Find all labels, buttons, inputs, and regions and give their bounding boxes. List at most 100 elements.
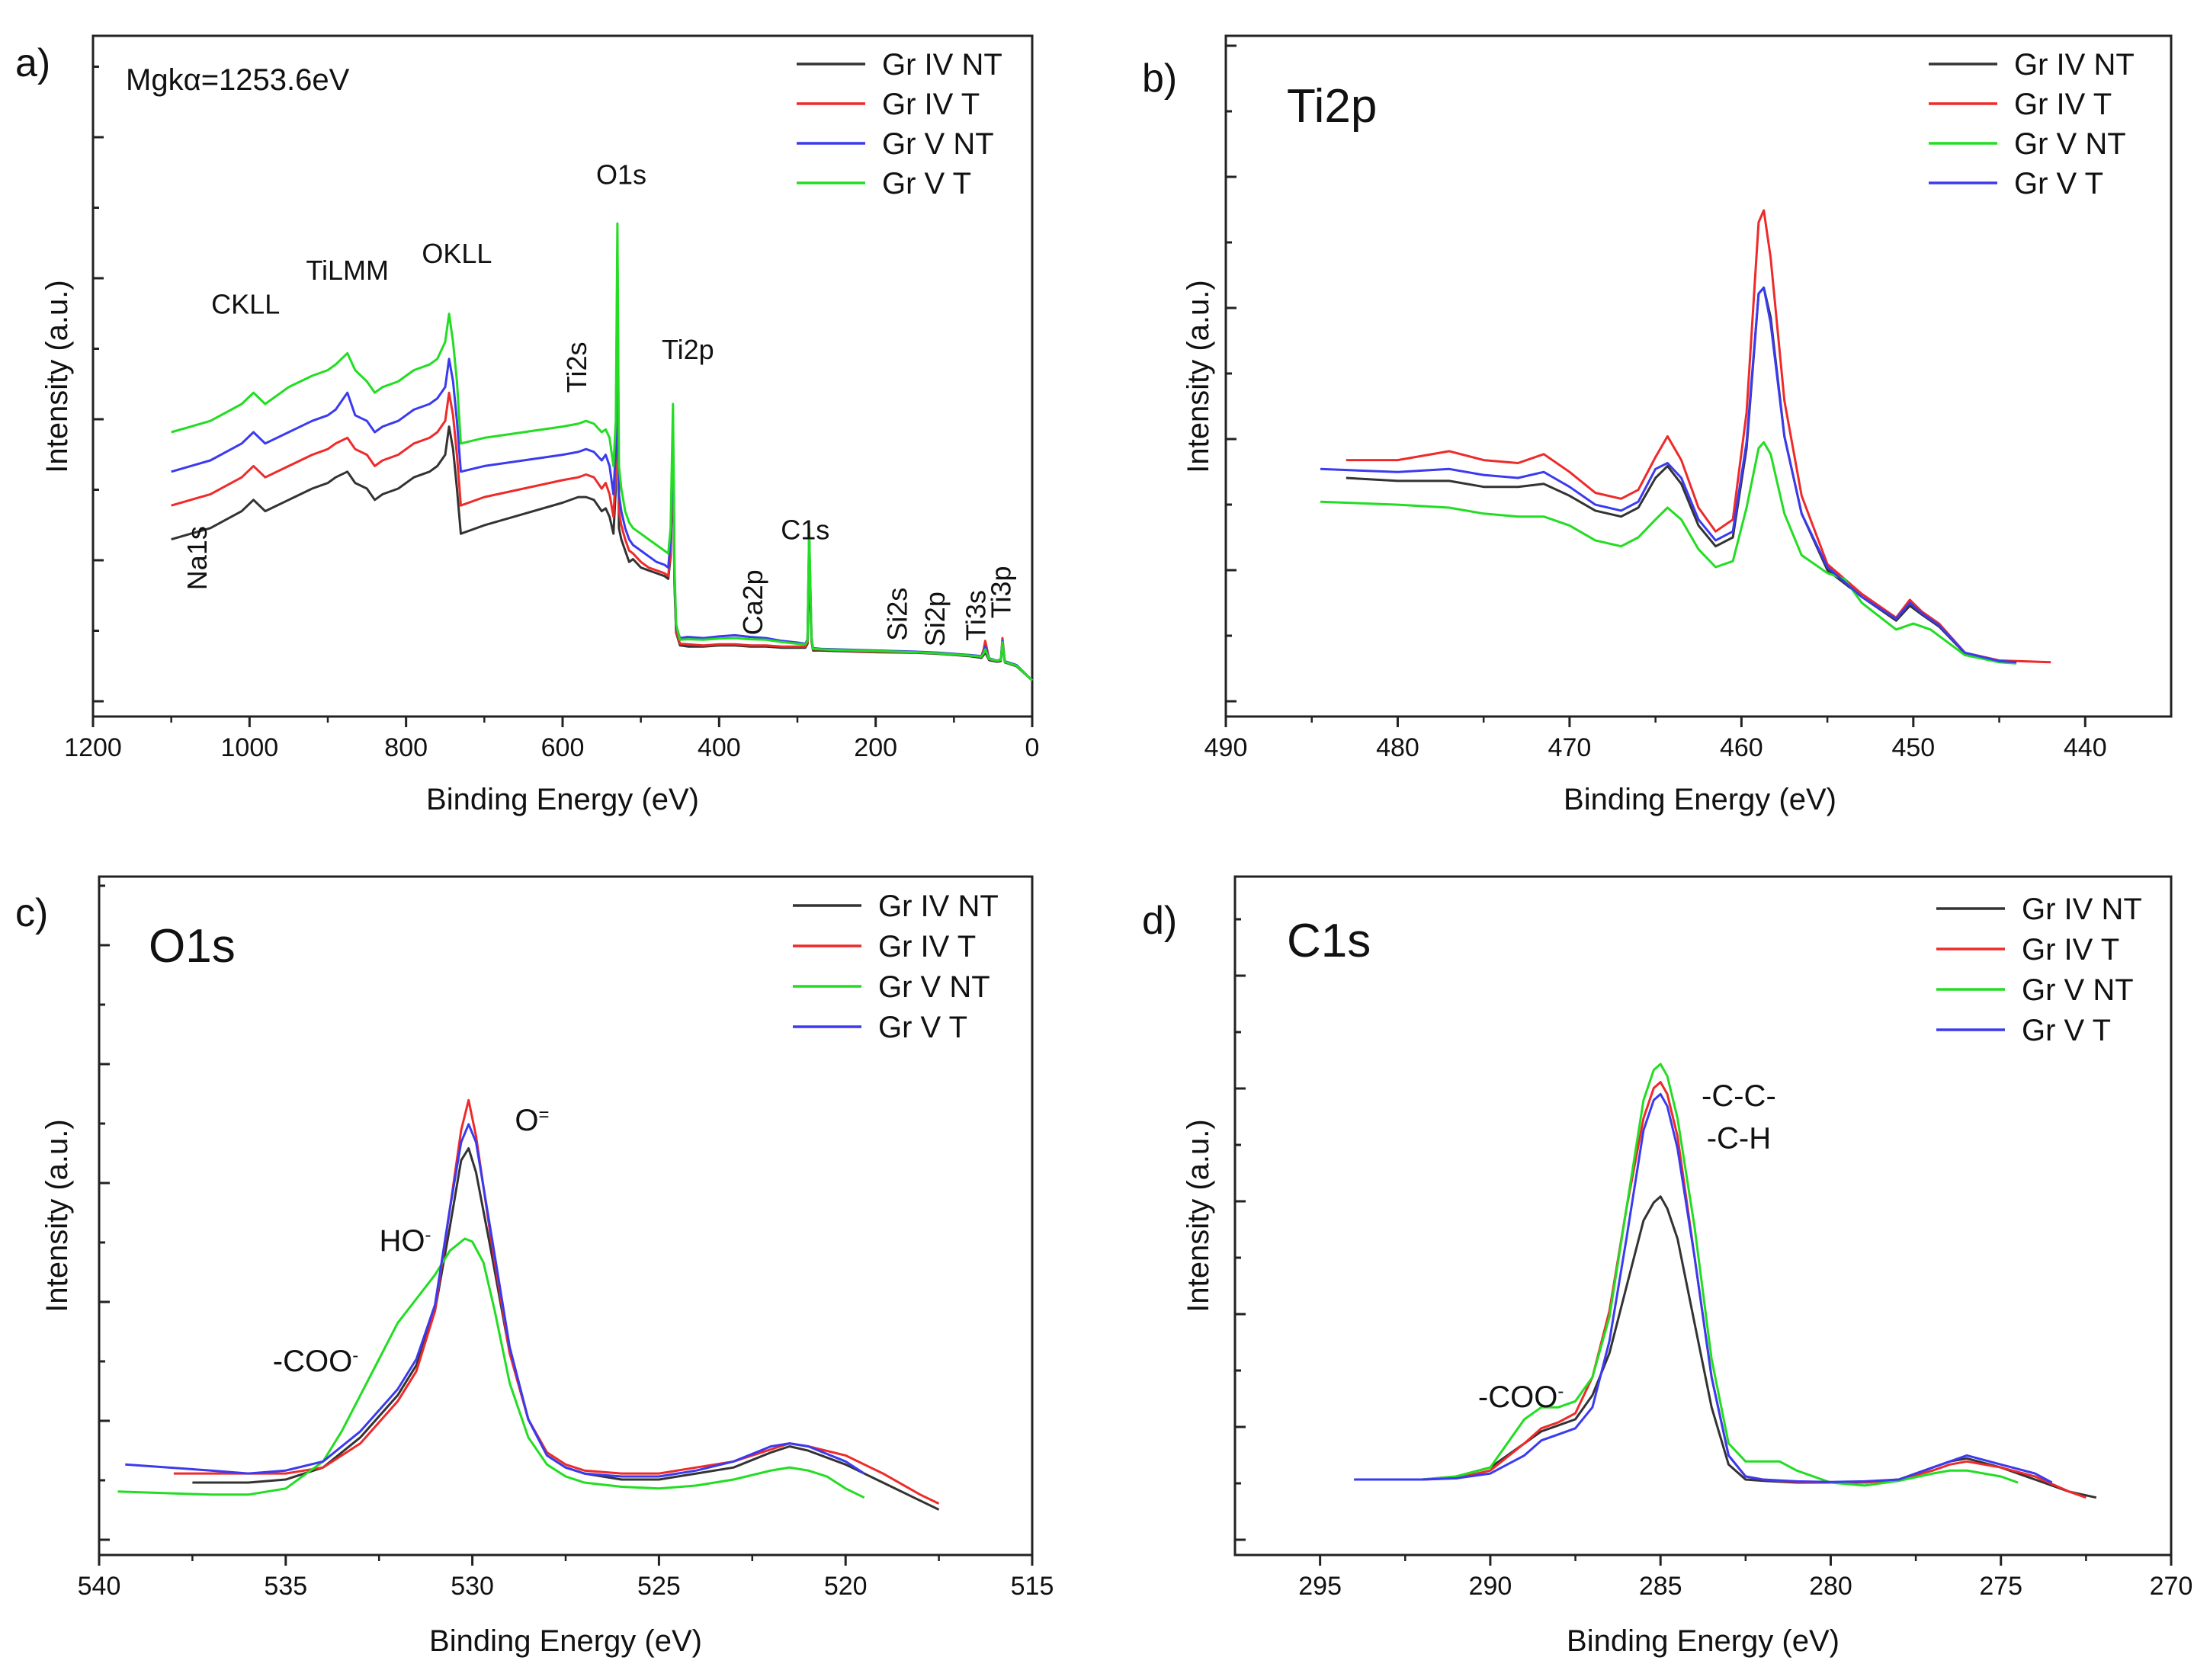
panel-a-note: Mgkα=1253.6eV	[126, 63, 350, 97]
panel-c-xlabel: Binding Energy (eV)	[429, 1624, 702, 1658]
panel-c-title: O1s	[149, 920, 236, 973]
x-tick-label: 450	[1891, 733, 1935, 762]
panel-a-ticks: 1200 1000 800 600 400 200 0	[64, 66, 1040, 762]
series-line-gr-iv-t	[1346, 209, 2051, 664]
series-line-gr-iv-t	[173, 1098, 940, 1505]
legend-label: Gr IV NT	[2014, 48, 2135, 82]
peak-label: Ti2p	[662, 334, 714, 365]
peak-label: Si2p	[919, 592, 951, 646]
peak-label: C1s	[781, 515, 829, 546]
peak-label-sup: -	[352, 1345, 358, 1365]
legend-label: Gr V T	[882, 167, 971, 200]
x-tick-label: 480	[1376, 733, 1419, 762]
x-tick-label: 1000	[221, 733, 279, 762]
x-tick-label: 0	[1025, 733, 1040, 762]
series-line-gr-v-t	[1320, 286, 2017, 664]
peak-label-sup: -	[1557, 1381, 1564, 1402]
peak-label: Ti3p	[985, 566, 1016, 618]
legend-label: Gr V NT	[882, 127, 994, 161]
panel-d-annotations: -C-C- -C-H -COO-	[1478, 1079, 1776, 1414]
panel-b-legend: Gr IV NT Gr IV T Gr V NT Gr V T	[1929, 48, 2135, 200]
x-tick-label: 470	[1548, 733, 1592, 762]
x-tick-label: 490	[1204, 733, 1248, 762]
legend-label: Gr IV T	[2014, 88, 2112, 121]
legend-label: Gr V NT	[878, 970, 990, 1004]
x-tick-label: 460	[1720, 733, 1763, 762]
peak-label: Ca2p	[737, 569, 768, 635]
legend-label: Gr IV NT	[878, 890, 999, 923]
panel-d-xlabel: Binding Energy (eV)	[1567, 1624, 1840, 1658]
legend-label: Gr V T	[2022, 1014, 2111, 1047]
x-tick-label: 800	[384, 733, 428, 762]
legend-label: Gr IV T	[882, 88, 980, 121]
panel-b-label: b)	[1142, 56, 1177, 101]
panel-b-frame	[1224, 34, 2173, 718]
panel-b-ylabel: Intensity (a.u.)	[1182, 280, 1215, 473]
x-tick-label: 280	[1809, 1572, 1852, 1601]
x-tick-label: 515	[1011, 1572, 1054, 1601]
panel-a-annotations: Na1s CKLL TiLMM OKLL O1s Ti2s Ti2p C1s Ca2p Si2s S…	[181, 159, 1016, 646]
panel-c-ticks: 540 535 530 525 520 515	[78, 884, 1054, 1601]
x-tick-label: 440	[2064, 733, 2107, 762]
panel-c-legend: Gr IV NT Gr IV T Gr V NT Gr V T	[793, 890, 999, 1044]
peak-label: HO-	[380, 1224, 431, 1258]
peak-label: Ti2s	[561, 342, 592, 393]
series-line-gr-iv-nt	[192, 1147, 940, 1511]
peak-label: OKLL	[422, 238, 492, 269]
panel-a-label: a)	[15, 41, 50, 85]
legend-label: Gr V NT	[2014, 127, 2126, 161]
peak-label: CKLL	[211, 289, 280, 320]
panel-a-lines	[171, 222, 1034, 681]
peak-label: TiLMM	[306, 255, 389, 286]
peak-label: -COO-	[1478, 1380, 1564, 1414]
x-tick-label: 400	[698, 733, 741, 762]
panel-b-xlabel: Binding Energy (eV)	[1564, 783, 1836, 816]
panel-c-annotations: O= HO- -COO-	[273, 1104, 550, 1378]
x-tick-label: 285	[1639, 1572, 1682, 1601]
peak-label-sup: -	[425, 1224, 431, 1245]
panel-d-title: C1s	[1287, 915, 1371, 967]
x-tick-label: 290	[1469, 1572, 1512, 1601]
series-line-gr-v-nt	[1320, 441, 2017, 665]
panel-d-frame	[1233, 875, 2173, 1557]
x-tick-label: 600	[541, 733, 585, 762]
peak-label-sup: =	[538, 1104, 549, 1124]
legend-label: Gr IV NT	[2022, 893, 2142, 926]
legend-label: Gr IV NT	[882, 48, 1002, 82]
peak-label: Ti3s	[960, 590, 991, 641]
peak-label: -C-C-	[1702, 1079, 1776, 1113]
legend-label: Gr V T	[2014, 167, 2103, 200]
x-tick-label: 535	[264, 1572, 307, 1601]
peak-label: -COO-	[273, 1345, 358, 1378]
legend-label: Gr IV T	[878, 930, 976, 963]
panel-c-lines	[117, 1098, 940, 1511]
panel-a-ylabel: Intensity (a.u.)	[40, 280, 74, 473]
series-line-gr-v-t	[171, 222, 1034, 681]
x-tick-label: 270	[2150, 1572, 2193, 1601]
panel-b-ticks: 490 480 470 460 450 440	[1204, 44, 2107, 762]
x-tick-label: 200	[854, 733, 897, 762]
series-line-gr-v-t	[1354, 1092, 2053, 1484]
x-tick-label: 275	[1979, 1572, 2022, 1601]
panel-c: c) O1s Binding Energy (eV) Intensity (a.…	[15, 875, 1054, 1658]
panel-a-legend: Gr IV NT Gr IV T Gr V NT Gr V T	[797, 48, 1002, 200]
panel-b-lines	[1320, 209, 2051, 665]
peak-label: Si2s	[882, 588, 913, 641]
series-line-gr-v-t	[125, 1123, 865, 1478]
legend-label: Gr V T	[878, 1011, 967, 1044]
x-tick-label: 295	[1298, 1572, 1342, 1601]
series-line-gr-iv-nt	[1346, 286, 2017, 664]
series-line-gr-iv-nt	[1354, 1195, 2097, 1499]
x-tick-label: 520	[824, 1572, 868, 1601]
panel-d-lines	[1354, 1063, 2097, 1499]
x-tick-label: 530	[451, 1572, 494, 1601]
panel-d-ticks: 295 290 285 280 275 270	[1235, 918, 2193, 1601]
legend-label: Gr IV T	[2022, 933, 2119, 967]
x-tick-label: 1200	[64, 733, 122, 762]
series-line-gr-v-nt	[1354, 1063, 2019, 1487]
x-tick-label: 540	[78, 1572, 121, 1601]
panel-d: d) C1s Binding Energy (eV) Intensity (a.…	[1142, 875, 2193, 1658]
panel-a-xlabel: Binding Energy (eV)	[426, 783, 699, 816]
peak-label: O=	[515, 1104, 549, 1137]
